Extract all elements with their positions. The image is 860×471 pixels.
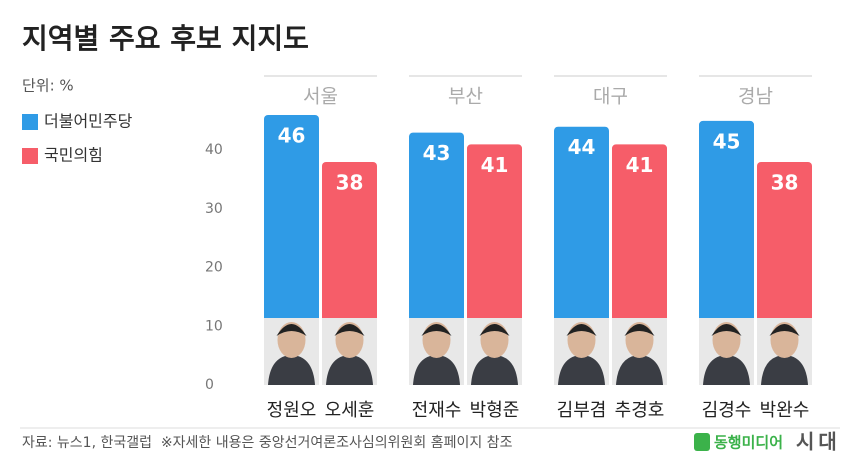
- y-tick-label: 20: [205, 260, 223, 276]
- y-tick-label: 30: [205, 201, 223, 217]
- portrait: [334, 324, 365, 336]
- value-label: 44: [568, 135, 596, 159]
- unit-label: 단위: %: [22, 77, 74, 95]
- group-label: 부산: [448, 86, 483, 108]
- portrait: [624, 324, 655, 336]
- x-tick-label: 정원오: [267, 400, 317, 421]
- portrait: [769, 324, 800, 336]
- portrait: [761, 355, 808, 385]
- value-label: 45: [713, 129, 741, 153]
- legend-swatch: [22, 148, 38, 164]
- x-tick-label: 전재수: [412, 400, 462, 421]
- x-tick-label: 김부겸: [557, 400, 607, 421]
- legend-swatch: [22, 114, 38, 130]
- logo-text: 시대: [796, 430, 841, 454]
- portrait: [711, 324, 742, 336]
- value-label: 46: [278, 123, 306, 147]
- portrait: [276, 324, 307, 336]
- x-tick-label: 박형준: [470, 400, 520, 421]
- portrait: [558, 355, 605, 385]
- portrait: [479, 324, 510, 336]
- portrait: [703, 355, 750, 385]
- chart-title: 지역별 주요 후보 지지도: [22, 22, 309, 55]
- x-tick-label: 박완수: [760, 400, 810, 421]
- source: 자료: 뉴스1, 한국갤럽 ※자세한 내용은 중앙선거여론조사심의위원회 홈페이…: [22, 435, 513, 451]
- legend-label: 국민의힘: [44, 146, 103, 165]
- x-tick-label: 추경호: [615, 400, 665, 421]
- value-label: 38: [771, 170, 799, 194]
- portrait: [566, 324, 597, 336]
- y-tick-label: 10: [205, 318, 223, 334]
- logo-text: 동행미디어: [714, 434, 783, 452]
- legend-label: 더불어민주당: [44, 112, 133, 131]
- group-label: 서울: [303, 86, 338, 108]
- portrait: [413, 355, 460, 385]
- value-label: 41: [626, 153, 654, 177]
- portrait: [471, 355, 518, 385]
- y-tick-label: 0: [205, 377, 214, 393]
- value-label: 38: [336, 170, 364, 194]
- x-tick-label: 오세훈: [325, 400, 375, 421]
- value-label: 41: [481, 153, 509, 177]
- group-label: 경남: [738, 86, 773, 108]
- portrait: [421, 324, 452, 336]
- x-tick-label: 김경수: [702, 400, 752, 421]
- bar: [264, 114, 319, 385]
- portrait: [268, 355, 315, 385]
- group-label: 대구: [593, 86, 628, 108]
- portrait: [326, 355, 373, 385]
- logo-icon: [694, 433, 710, 451]
- value-label: 43: [423, 141, 451, 165]
- y-tick-label: 40: [205, 142, 223, 158]
- portrait: [616, 355, 663, 385]
